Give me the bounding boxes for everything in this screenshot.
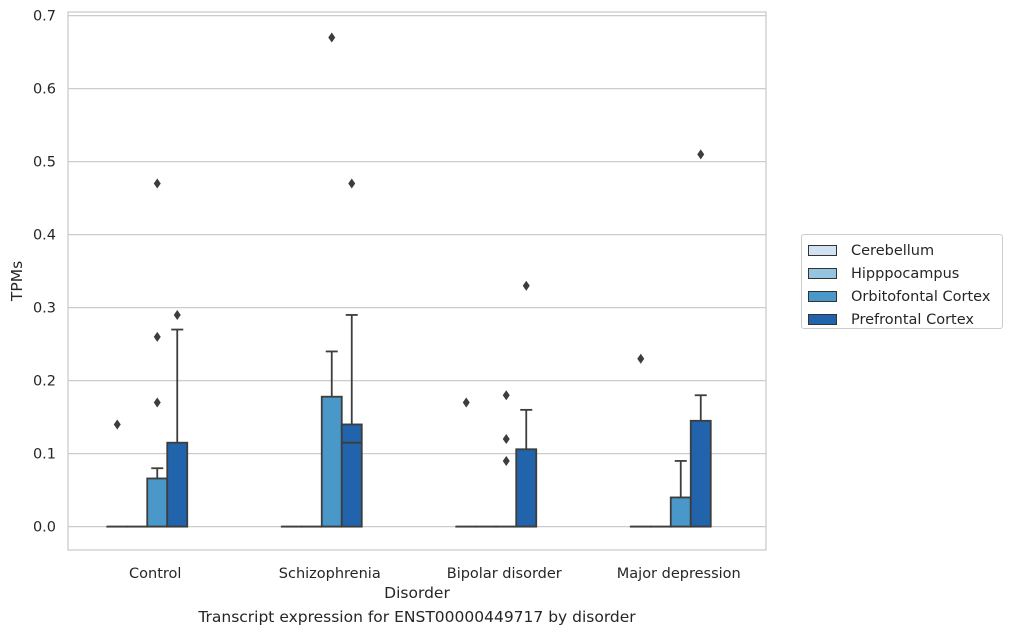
x-tick-label: Major depression (617, 566, 741, 582)
outlier-point (173, 309, 181, 320)
outlier-point (328, 32, 336, 43)
y-tick-label: 0.4 (33, 228, 56, 244)
box-orbitofontal-cortex (146, 178, 169, 528)
boxes (106, 32, 712, 528)
legend-item-cerebellum: Cerebellum (808, 239, 1002, 262)
legend-label-orbitofrontal: Orbitofontal Cortex (851, 288, 991, 305)
y-tick-label: 0.7 (33, 9, 56, 25)
y-tick-labels: 0.0 0.1 0.2 0.3 0.4 0.5 0.6 0.7 (33, 9, 56, 536)
legend-swatch-prefrontal (808, 314, 837, 325)
box-prefrontal-cortex (166, 309, 189, 528)
outlier-point (462, 397, 470, 408)
box-body (166, 441, 189, 528)
legend-item-prefrontal: Prefrontal Cortex (808, 308, 1002, 331)
x-tick-label: Schizophrenia (279, 566, 381, 582)
x-tick-label: Bipolar disorder (447, 566, 562, 582)
legend-label-hippocampus: Hipppocampus (851, 265, 960, 282)
outlier-point (113, 419, 121, 430)
outlier-point (153, 178, 161, 189)
box-body (669, 496, 692, 528)
y-axis-label: TPMs (8, 261, 26, 302)
y-tick-label: 0.6 (33, 82, 56, 98)
plot-area-frame (67, 11, 767, 551)
box-orbitofontal-cortex (495, 390, 518, 528)
legend-swatch-hippocampus (808, 268, 837, 279)
legend: Cerebellum Hipppocampus Orbitofontal Cor… (801, 234, 1003, 329)
x-tick-labels: Control Schizophrenia Bipolar disorder Majo… (129, 566, 741, 582)
y-tick-label: 0.3 (33, 301, 56, 317)
outlier-point (637, 353, 645, 364)
outlier-point (522, 280, 530, 291)
legend-item-hippocampus: Hipppocampus (808, 262, 1002, 285)
outlier-point (153, 397, 161, 408)
outlier-point (502, 434, 510, 445)
outlier-point (502, 390, 510, 401)
box-prefrontal-cortex (340, 178, 363, 528)
legend-label-prefrontal: Prefrontal Cortex (851, 311, 974, 328)
legend-label-cerebellum: Cerebellum (851, 242, 935, 259)
chart-caption: Transcript expression for ENST0000044971… (198, 608, 636, 626)
box-body (689, 419, 712, 528)
x-axis-label: Disorder (384, 584, 450, 602)
box-cerebellum (629, 353, 652, 528)
y-tick-label: 0.1 (33, 447, 56, 463)
box-body (320, 395, 343, 528)
x-tick-label: Control (129, 566, 181, 582)
box-orbitofontal-cortex (669, 460, 692, 528)
box-prefrontal-cortex (689, 149, 712, 528)
box-cerebellum (455, 397, 478, 528)
box-prefrontal-cortex (515, 280, 538, 528)
legend-item-orbitofrontal: Orbitofontal Cortex (808, 285, 1002, 308)
box-cerebellum (106, 419, 129, 528)
y-tick-label: 0.5 (33, 155, 56, 171)
outlier-point (697, 149, 705, 160)
outlier-point (348, 178, 356, 189)
legend-swatch-orbitofrontal (808, 291, 837, 302)
box-body (340, 423, 363, 528)
outlier-point (502, 455, 510, 466)
box-body (515, 448, 538, 528)
y-tick-label: 0.0 (33, 520, 56, 536)
y-tick-label: 0.2 (33, 374, 56, 390)
box-orbitofontal-cortex (320, 32, 343, 528)
outlier-point (153, 331, 161, 342)
box-body (146, 477, 169, 528)
legend-swatch-cerebellum (808, 245, 837, 256)
